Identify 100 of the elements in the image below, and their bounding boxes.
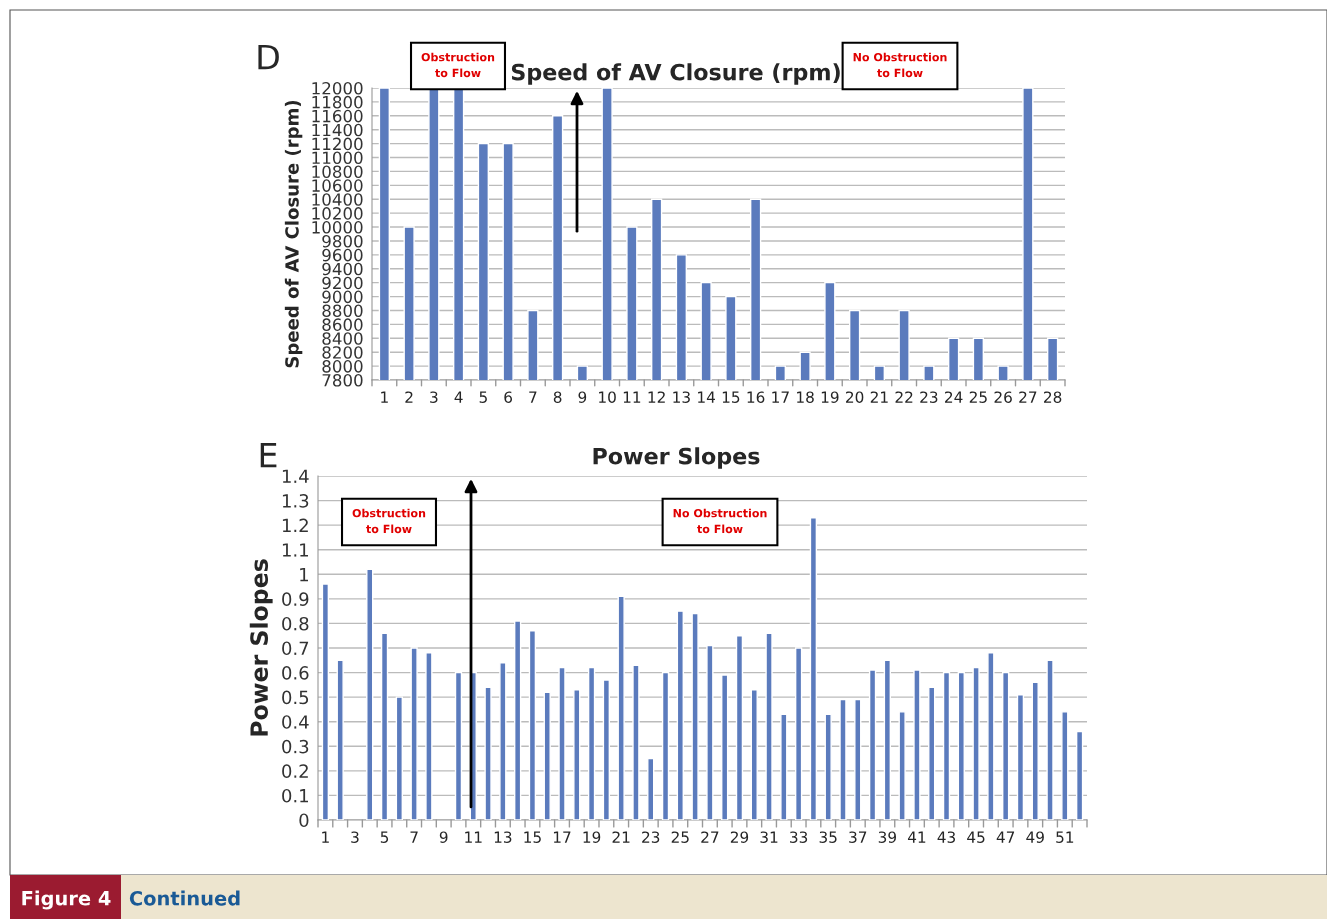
bar: [573, 689, 581, 820]
y-tick-label: 1.1: [282, 543, 308, 557]
x-tick-label: 3: [351, 831, 359, 843]
bar: [809, 517, 818, 820]
x-tick-label: 15: [722, 391, 740, 403]
bar: [647, 757, 655, 820]
x-tick-label: 49: [1026, 831, 1044, 843]
x-tick-label: 17: [772, 391, 789, 403]
y-tick-label: 0.9: [282, 592, 309, 606]
x-tick-label: 27: [701, 831, 719, 843]
x-tick-label: 11: [623, 391, 641, 403]
bar: [632, 664, 640, 820]
x-tick-label: 35: [819, 831, 837, 843]
y-tick-label: 0.2: [282, 764, 308, 778]
y-tick-label: 9200: [322, 276, 363, 290]
x-tick-label: 25: [671, 831, 689, 843]
y-tick-label: 1: [300, 567, 308, 582]
x-tick-label: 41: [907, 831, 926, 843]
x-tick-label: 29: [730, 831, 749, 843]
y-tick-label: 10400: [312, 193, 363, 206]
bar: [336, 659, 344, 820]
bar: [824, 713, 832, 820]
x-tick-label: 1: [381, 391, 388, 403]
x-tick-label: 9: [439, 831, 448, 843]
bar: [883, 659, 892, 820]
bar: [1002, 671, 1010, 820]
bar: [928, 686, 936, 820]
y-tick-label: 0.1: [282, 788, 308, 803]
bar: [854, 698, 862, 820]
bar: [499, 662, 507, 820]
x-tick-label: 16: [747, 391, 765, 403]
bar: [957, 671, 965, 820]
x-tick-label: 18: [797, 391, 814, 403]
bar: [691, 612, 699, 820]
text: Continued: [129, 890, 240, 906]
y-tick-label: 1.2: [282, 518, 308, 532]
x-tick-label: 19: [583, 831, 601, 843]
x-tick-label: 3: [430, 391, 438, 403]
y-tick-label: 8200: [322, 346, 363, 359]
x-tick-label: 2: [405, 391, 413, 403]
x-tick-label: 45: [967, 831, 985, 843]
y-tick-label: 8400: [322, 332, 363, 345]
bar: [528, 630, 537, 820]
y-tick-label: 10000: [312, 221, 363, 234]
x-tick-label: 31: [760, 831, 778, 843]
bar: [321, 583, 330, 820]
y-tick-label: 1.3: [282, 494, 309, 508]
bar: [425, 652, 433, 820]
x-tick-label: 15: [524, 831, 541, 843]
y-tick-label: 9400: [322, 262, 363, 276]
x-tick-label: 25: [969, 391, 987, 403]
bar: [484, 686, 492, 820]
bar: [543, 691, 551, 820]
x-tick-label: 9: [578, 391, 587, 403]
bar: [676, 610, 684, 820]
y-tick-label: 0.7: [282, 641, 309, 656]
chart-title: Speed of AV Closure (rpm): [511, 63, 840, 85]
y-tick-label: 8600: [322, 318, 363, 331]
x-tick-label: 13: [673, 391, 690, 403]
bar: [410, 647, 418, 820]
bar: [750, 689, 758, 820]
y-tick-label: 9000: [322, 290, 363, 304]
bar: [454, 671, 463, 820]
x-tick-label: 33: [790, 831, 808, 843]
y-tick-label: 1.4: [282, 469, 309, 483]
y-tick-label: 11000: [312, 151, 363, 165]
bar: [794, 647, 803, 820]
x-tick-label: 14: [698, 391, 715, 403]
y-tick-label: 10800: [312, 165, 363, 178]
bar: [735, 635, 744, 820]
x-tick-label: 10: [599, 391, 616, 403]
x-tick-label: 26: [994, 391, 1012, 403]
bar: [602, 679, 611, 820]
bar: [395, 696, 403, 820]
annotation: Obstruction to Flow: [352, 508, 426, 534]
y-tick-label: 8000: [322, 360, 363, 373]
bar: [558, 666, 566, 820]
y-tick-label: 0.4: [282, 715, 309, 729]
y-axis-title: Power Slopes: [249, 559, 273, 736]
y-tick-label: 11600: [312, 109, 363, 123]
x-tick-label: 21: [612, 831, 630, 843]
y-tick-label: 0.3: [282, 739, 309, 754]
y-tick-label: 0.8: [282, 616, 309, 631]
y-tick-label: 11400: [312, 123, 363, 137]
y-tick-label: 11800: [312, 95, 363, 109]
x-tick-label: 23: [920, 391, 938, 403]
y-tick-label: 0.6: [282, 666, 309, 680]
y-tick-label: 0.5: [282, 690, 309, 705]
x-tick-label: 11: [465, 831, 482, 843]
bar: [1061, 711, 1069, 820]
y-tick-label: 7800: [322, 373, 363, 387]
x-tick-label: 4: [454, 391, 463, 403]
chart-title: Power Slopes: [593, 447, 760, 469]
x-tick-label: 8: [553, 391, 562, 403]
bar: [868, 669, 877, 820]
x-tick-label: 5: [479, 391, 487, 403]
x-tick-label: 27: [1019, 391, 1037, 403]
bar: [987, 652, 995, 820]
x-tick-label: 21: [870, 391, 888, 403]
text: E: [260, 442, 277, 468]
